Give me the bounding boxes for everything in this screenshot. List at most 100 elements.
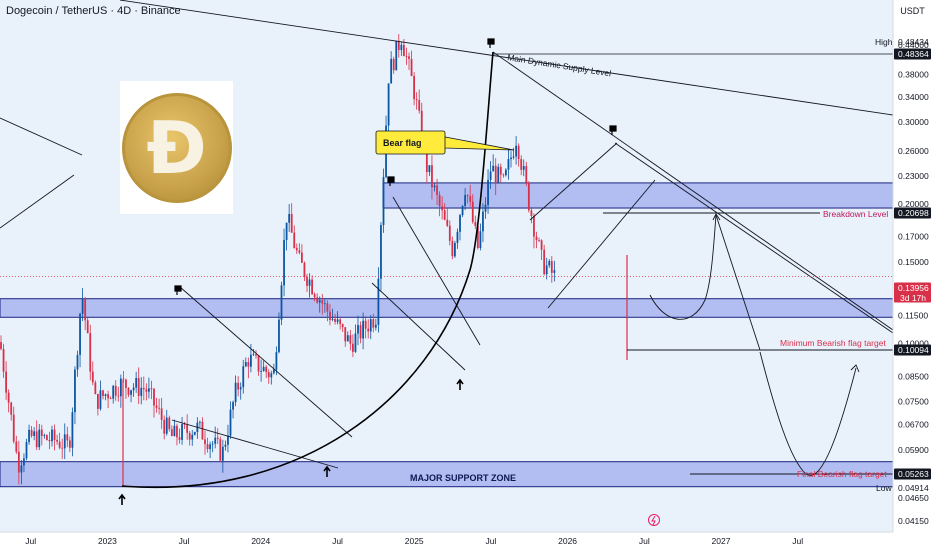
candle (329, 304, 331, 326)
candle (459, 213, 461, 241)
candle-body (7, 392, 10, 403)
candle-body (10, 402, 13, 415)
candle-body (153, 388, 155, 406)
candle (12, 406, 15, 444)
candle-body (499, 166, 502, 175)
candle-body (387, 83, 390, 126)
candle-body (201, 421, 204, 440)
candle-body (94, 382, 97, 394)
price-tick-label: 0.04650 (898, 493, 929, 503)
candle (382, 168, 385, 233)
candle-body (392, 58, 395, 71)
candle-body (211, 443, 214, 445)
candle (127, 387, 130, 398)
candle (183, 421, 186, 429)
candle (150, 380, 153, 400)
candle-body (395, 40, 398, 71)
price-axis-bg (893, 0, 932, 550)
candle-body (400, 44, 403, 51)
countdown-label: 3d 17h (900, 293, 926, 303)
price-tick-label: 0.07500 (898, 397, 929, 407)
candle-body (303, 262, 306, 278)
candle-body (474, 221, 477, 226)
candle (270, 370, 273, 385)
time-tick-label: 2027 (712, 536, 731, 546)
candle-body (326, 303, 329, 312)
candle-body (530, 210, 533, 216)
candle (466, 194, 469, 204)
candle-body (132, 387, 135, 391)
candle (285, 222, 288, 251)
candle (119, 374, 122, 408)
candle (517, 143, 520, 167)
candle-body (464, 195, 466, 207)
candle-body (219, 439, 222, 461)
candle-body (0, 342, 2, 349)
candle (234, 375, 237, 407)
candle-body (484, 204, 487, 212)
candle-body (334, 319, 336, 322)
currency-label[interactable]: USDT (900, 6, 925, 16)
price-tick-label: 0.20000 (898, 199, 929, 209)
dogecoin-logo: Ð (120, 81, 233, 214)
candle (46, 434, 48, 441)
candle (145, 383, 148, 401)
thumbs-down-icon (387, 176, 395, 186)
candle-body (512, 156, 515, 158)
candle-body (418, 100, 421, 111)
candle (392, 56, 395, 74)
candle (410, 50, 413, 77)
candle (415, 92, 418, 110)
zone-upper-resistance-zone (382, 182, 894, 209)
candle-body (163, 419, 166, 434)
candle (543, 244, 546, 276)
candle (538, 237, 540, 243)
candle-body (341, 324, 344, 328)
candle (316, 293, 319, 304)
candle (227, 424, 229, 453)
candle-body (102, 390, 104, 396)
candle (71, 407, 74, 457)
projection-path (649, 214, 717, 320)
candle (408, 52, 410, 70)
candle-body (466, 195, 469, 197)
candle-body (183, 424, 186, 425)
candle (224, 440, 227, 451)
candle (84, 296, 87, 331)
price-tag-value: 0.05263 (898, 469, 929, 479)
thumbs-down-icon (174, 285, 182, 295)
trendline (547, 179, 656, 309)
candle-body (280, 285, 283, 320)
candle (377, 267, 380, 333)
candle-body (193, 432, 196, 435)
trendline (0, 117, 83, 156)
candle (58, 432, 61, 450)
candle-body (538, 240, 540, 241)
candle-body (313, 294, 316, 298)
candle-body (377, 278, 380, 325)
time-tick-label: 2023 (98, 536, 117, 546)
candle-body (344, 327, 347, 342)
candle (99, 380, 102, 411)
candle (163, 415, 166, 440)
candle (510, 151, 512, 168)
candle (497, 163, 500, 184)
price-tick-label: 0.04150 (898, 516, 929, 526)
candle-body (178, 437, 181, 440)
candle (173, 419, 176, 437)
candle-body (244, 362, 247, 367)
candle-body (25, 442, 28, 459)
candle (278, 312, 280, 354)
candle-body (204, 439, 206, 445)
candle-body (428, 165, 431, 173)
candle (7, 389, 10, 413)
candle (155, 397, 158, 413)
candle-body (352, 343, 354, 352)
candle (40, 424, 43, 446)
candle (104, 393, 107, 401)
candle (216, 428, 219, 445)
price-tick-label: 0.17000 (898, 232, 929, 242)
candle (499, 163, 502, 183)
